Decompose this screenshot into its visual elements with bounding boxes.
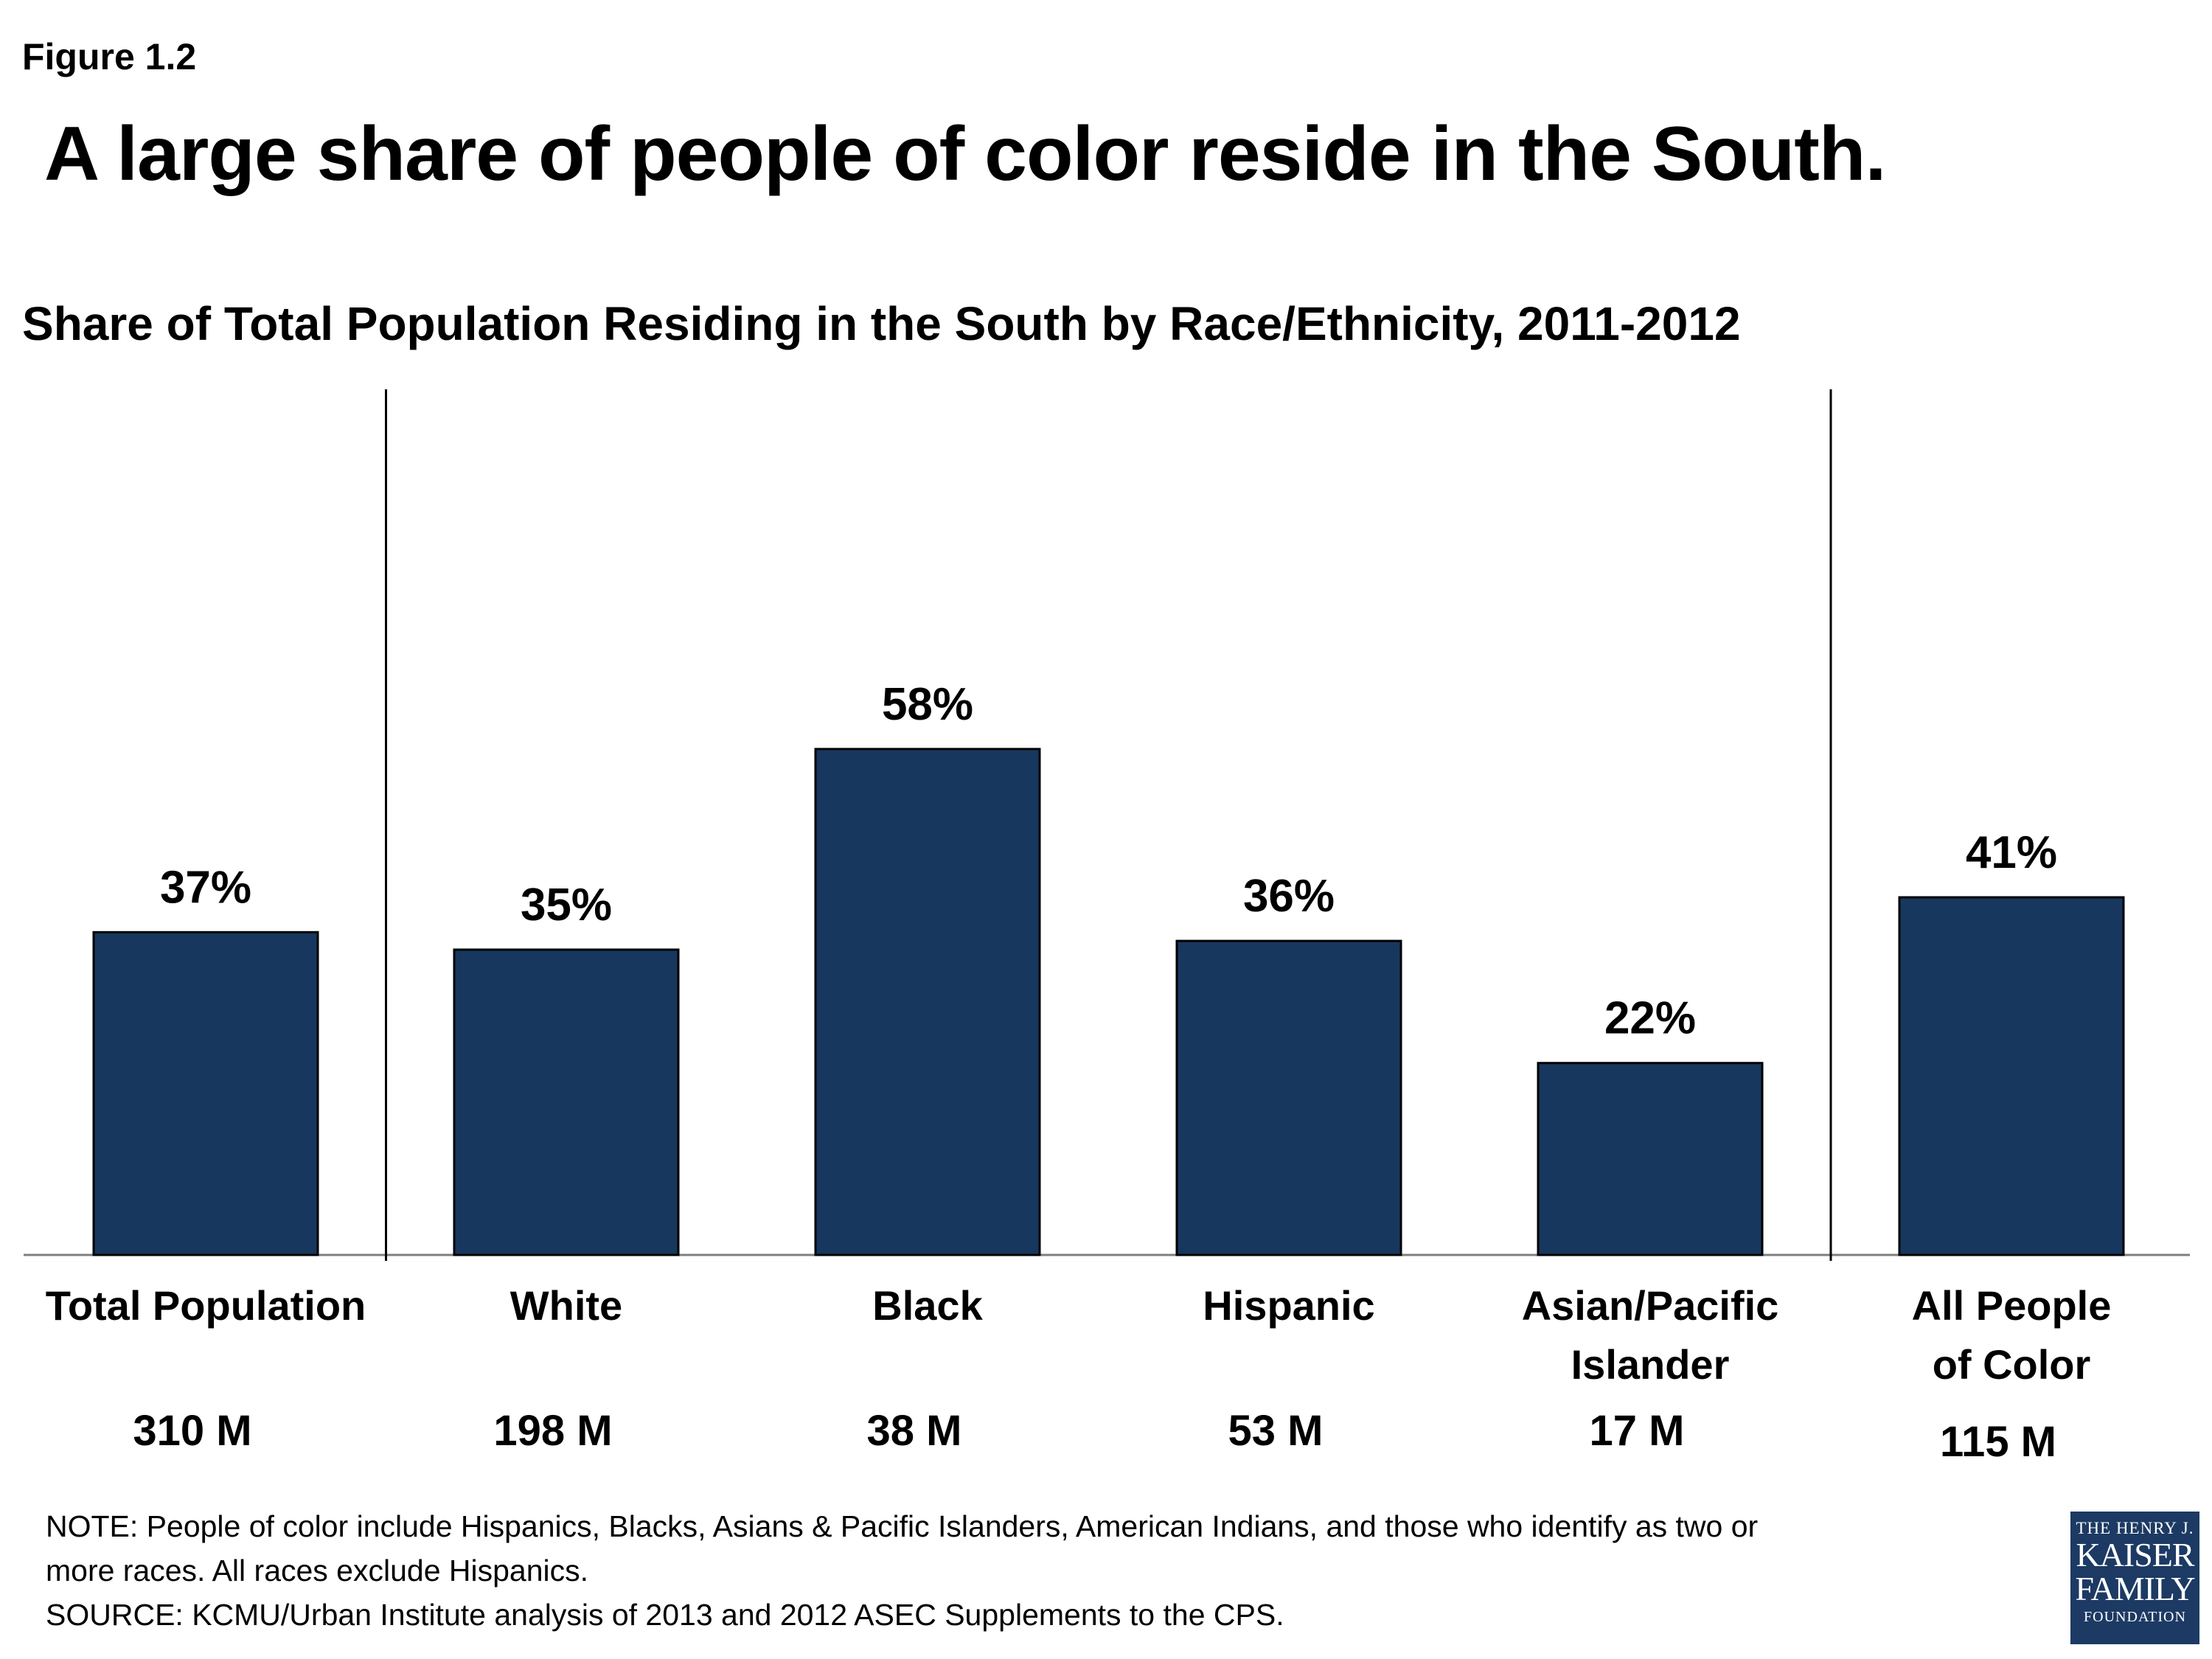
figure-label: Figure 1.2 <box>22 36 197 77</box>
bar-4 <box>1175 939 1402 1256</box>
population-label-1: 310 M <box>133 1407 251 1455</box>
category-label-5-line-2: Islander <box>1571 1341 1730 1388</box>
bar-3 <box>814 748 1041 1256</box>
category-label-1: Total Population <box>46 1282 366 1329</box>
bar-1 <box>92 931 319 1256</box>
category-label-4: Hispanic <box>1203 1282 1374 1329</box>
bar-2 <box>453 948 680 1256</box>
source-line: SOURCE: KCMU/Urban Institute analysis of… <box>46 1598 1284 1632</box>
population-label-6: 115 M <box>1940 1418 2056 1466</box>
value-label-6: 41% <box>1966 827 2057 878</box>
notes: NOTE: People of color include Hispanics,… <box>46 1504 2037 1637</box>
logo-line-1: THE HENRY J. <box>2076 1519 2194 1537</box>
category-label-6-line-1: All People <box>1912 1282 2112 1329</box>
category-label-3: Black <box>872 1282 983 1329</box>
bar-6 <box>1898 896 2125 1256</box>
note-line-2: more races. All races exclude Hispanics. <box>46 1554 589 1587</box>
logo-line-4: FOUNDATION <box>2084 1609 2186 1625</box>
value-label-5: 22% <box>1604 993 1696 1044</box>
value-label-1: 37% <box>160 862 251 913</box>
category-label-6-line-2: of Color <box>1933 1341 2091 1388</box>
population-label-2: 198 M <box>493 1407 612 1455</box>
value-label-3: 58% <box>882 679 973 730</box>
kff-logo: THE HENRY J. KAISER FAMILY FOUNDATION <box>2070 1512 2199 1644</box>
population-label-5: 17 M <box>1590 1407 1685 1455</box>
category-label-2: White <box>510 1282 622 1329</box>
population-label-3: 38 M <box>867 1407 962 1455</box>
headline: A large share of people of color reside … <box>44 111 1886 197</box>
population-label-4: 53 M <box>1228 1407 1324 1455</box>
category-label-5-line-1: Asian/Pacific <box>1522 1282 1779 1329</box>
note-line-1: NOTE: People of color include Hispanics,… <box>46 1509 1759 1543</box>
logo-line-2: KAISER <box>2076 1536 2194 1573</box>
value-label-2: 35% <box>521 880 612 931</box>
chart-title: Share of Total Population Residing in th… <box>22 297 1741 350</box>
logo-line-3: FAMILY <box>2075 1570 2195 1607</box>
value-label-4: 36% <box>1243 871 1335 922</box>
bar-chart: 37% Total Population 310 M 35% White 198 M 58%… <box>24 389 2190 1466</box>
bar-5 <box>1537 1062 1764 1256</box>
